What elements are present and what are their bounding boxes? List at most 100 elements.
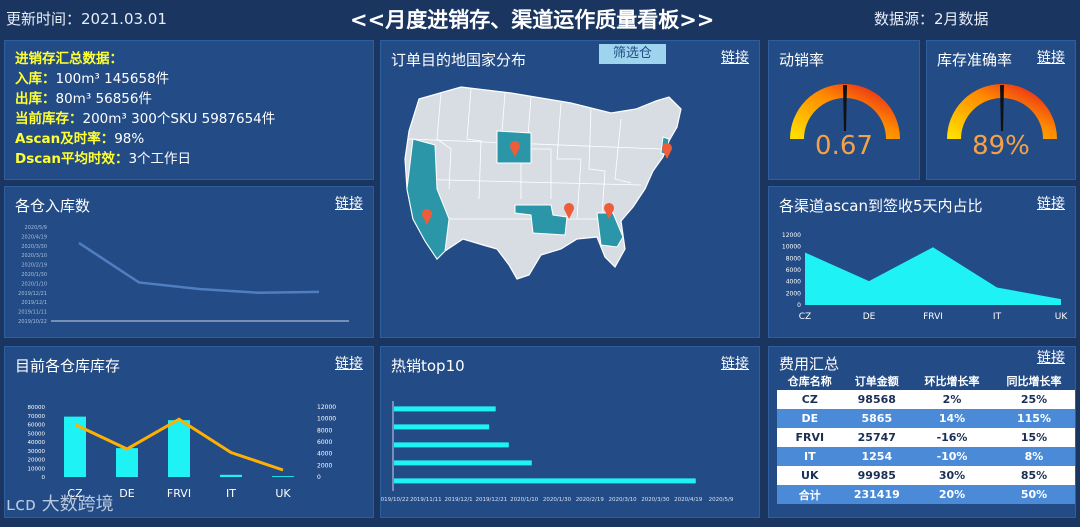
table-cell: CZ xyxy=(777,390,843,409)
gauge-needle xyxy=(843,85,847,131)
ascan-chart: 0 2000 4000 6000 8000 10000 12000 CZ DE FRVI IT UK xyxy=(782,232,1068,322)
summary-row-inbound: 入库：100m³ 145658件 xyxy=(15,67,169,87)
summary-panel: 进销存汇总数据： 入库：100m³ 145658件 出库：80m³ 56856件… xyxy=(4,40,374,180)
table-cell: 85% xyxy=(993,466,1075,485)
y-tick-label-left: 40000 xyxy=(28,440,46,446)
stock-line xyxy=(74,417,284,472)
y-tick-label-left: 80000 xyxy=(28,405,46,411)
gauge-value: 89% xyxy=(972,131,1030,161)
x-tick-label: 2020/4/19 xyxy=(674,497,703,503)
x-tick-label: 2019/12/1 xyxy=(444,497,472,503)
ascan-area xyxy=(805,247,1061,305)
pin-wyoming-icon xyxy=(510,141,520,157)
y-tick-label-right: 4000 xyxy=(317,451,332,458)
top10-panel: 热销top10 链接 2019/10/222019/11/112019/12/1… xyxy=(380,346,760,518)
state-california xyxy=(406,138,450,260)
x-tick-label: FRVI xyxy=(923,312,943,322)
summary-key: Dscan平均时效： xyxy=(15,151,129,167)
us-outline xyxy=(404,86,682,280)
y-tick-label: 2019/11/11 xyxy=(18,310,47,316)
y-tick-label-left: 10000 xyxy=(28,466,46,472)
y-tick-label: 2020/4/19 xyxy=(21,234,47,240)
x-tick-label: 2019/11/11 xyxy=(410,497,442,503)
y-tick-label-left: 20000 xyxy=(28,458,46,464)
table-cell: 25747 xyxy=(842,428,912,447)
y-tick-label: 12000 xyxy=(782,232,801,239)
table-cell: 5865 xyxy=(842,409,912,428)
table-cell: 98568 xyxy=(842,390,912,409)
table-cell: DE xyxy=(777,409,843,428)
table-row: 合计 231419 20% 50% xyxy=(777,485,1075,504)
table-row: DE 5865 14% 115% xyxy=(777,409,1075,428)
inbound-title: 各仓入库数 xyxy=(15,197,91,215)
summary-key: 出库： xyxy=(15,91,56,107)
top10-link[interactable]: 链接 xyxy=(721,356,749,372)
table-cell: 25% xyxy=(993,390,1075,409)
pin-oklahoma-icon xyxy=(564,203,574,219)
stock-panel: 目前各仓库库存 链接 0 10000 20000 30000 40000 50000 600… xyxy=(4,346,374,518)
summary-row-dscan: Dscan平均时效：3个工作日 xyxy=(15,147,191,167)
y-tick-label: 2000 xyxy=(786,290,801,297)
gauge-link[interactable]: 链接 xyxy=(1037,50,1065,66)
gauge-title: 动销率 xyxy=(779,51,825,69)
inbound-line xyxy=(78,241,320,295)
y-tick-label: 0 xyxy=(797,302,801,309)
y-tick-label: 2019/12/21 xyxy=(18,291,47,297)
table-cell: 231419 xyxy=(842,485,912,504)
y-tick-label-right: 0 xyxy=(317,474,321,481)
filter-warehouse-button[interactable]: 筛选仓 xyxy=(599,44,666,64)
x-tick-label: IT xyxy=(993,312,1002,322)
x-tick-label: 2020/3/10 xyxy=(608,497,637,503)
page-title: <<月度进销存、渠道运作质量看板>> xyxy=(350,8,715,32)
us-map[interactable] xyxy=(401,79,701,309)
top10-bar xyxy=(394,406,496,412)
column-header: 仓库名称 xyxy=(777,371,843,390)
column-header: 同比增长率 xyxy=(993,371,1075,390)
table-cell: 2% xyxy=(911,390,993,409)
summary-key: 当前库存： xyxy=(15,111,83,127)
watermark-text: 大数跨境 xyxy=(41,494,114,515)
y-tick-label-left: 50000 xyxy=(28,431,46,437)
y-tick-label-right: 2000 xyxy=(317,462,332,469)
gauge-inventory-accuracy xyxy=(947,84,1057,140)
table-row: CZ 98568 2% 25% xyxy=(777,390,1075,409)
stock-bar xyxy=(64,416,86,477)
stock-link[interactable]: 链接 xyxy=(335,356,363,372)
stock-title: 目前各仓库库存 xyxy=(15,357,121,375)
x-tick-label: DE xyxy=(119,487,134,500)
table-cell: 50% xyxy=(993,485,1075,504)
fees-table: 仓库名称 订单金额 环比增长率 同比增长率 CZ 98568 2% 25% DE 5865… xyxy=(777,371,1075,504)
top10-bar xyxy=(394,442,509,448)
inbound-chart: 2020/5/9 2020/4/19 2020/3/30 2020/3/10 2020/… xyxy=(18,225,349,325)
y-tick-label: 8000 xyxy=(786,255,801,262)
summary-value: 3个工作日 xyxy=(128,151,192,167)
y-tick-label: 2020/1/10 xyxy=(21,281,47,287)
summary-value: 200m³ 300个SKU 5987654件 xyxy=(82,111,276,127)
table-cell: 8% xyxy=(993,447,1075,466)
inbound-link[interactable]: 链接 xyxy=(335,196,363,212)
y-tick-label-right: 8000 xyxy=(317,427,332,434)
table-cell: -16% xyxy=(911,428,993,447)
state-borders xyxy=(406,88,662,230)
stock-bar xyxy=(116,448,138,477)
map-link[interactable]: 链接 xyxy=(721,50,749,66)
summary-row-outbound: 出库：80m³ 56856件 xyxy=(15,87,152,107)
ascan-link[interactable]: 链接 xyxy=(1037,196,1065,212)
table-cell: UK xyxy=(777,466,843,485)
fees-title: 费用汇总 xyxy=(779,355,840,373)
table-cell: FRVI xyxy=(777,428,843,447)
y-tick-label: 2019/12/1 xyxy=(21,300,47,306)
x-tick-label: 2020/5/9 xyxy=(709,497,734,503)
y-tick-label: 2020/5/9 xyxy=(25,225,47,231)
x-tick-label: DE xyxy=(863,312,876,322)
table-header-row: 仓库名称 订单金额 环比增长率 同比增长率 xyxy=(777,371,1075,390)
gauge-value: 0.67 xyxy=(815,131,873,161)
x-tick-label: 2020/1/10 xyxy=(510,497,539,503)
top10-bar xyxy=(394,424,490,430)
summary-value: 100m³ 145658件 xyxy=(55,71,170,87)
summary-key: Ascan及时率： xyxy=(15,131,115,147)
gauge-panel-inventory-accuracy: 库存准确率 链接 89% xyxy=(926,40,1076,180)
top10-chart: 2019/10/222019/11/112019/12/12019/12/212… xyxy=(381,401,734,503)
ascan-title: 各渠道ascan到签收5天内占比 xyxy=(779,197,983,215)
fees-link[interactable]: 链接 xyxy=(1037,350,1065,366)
